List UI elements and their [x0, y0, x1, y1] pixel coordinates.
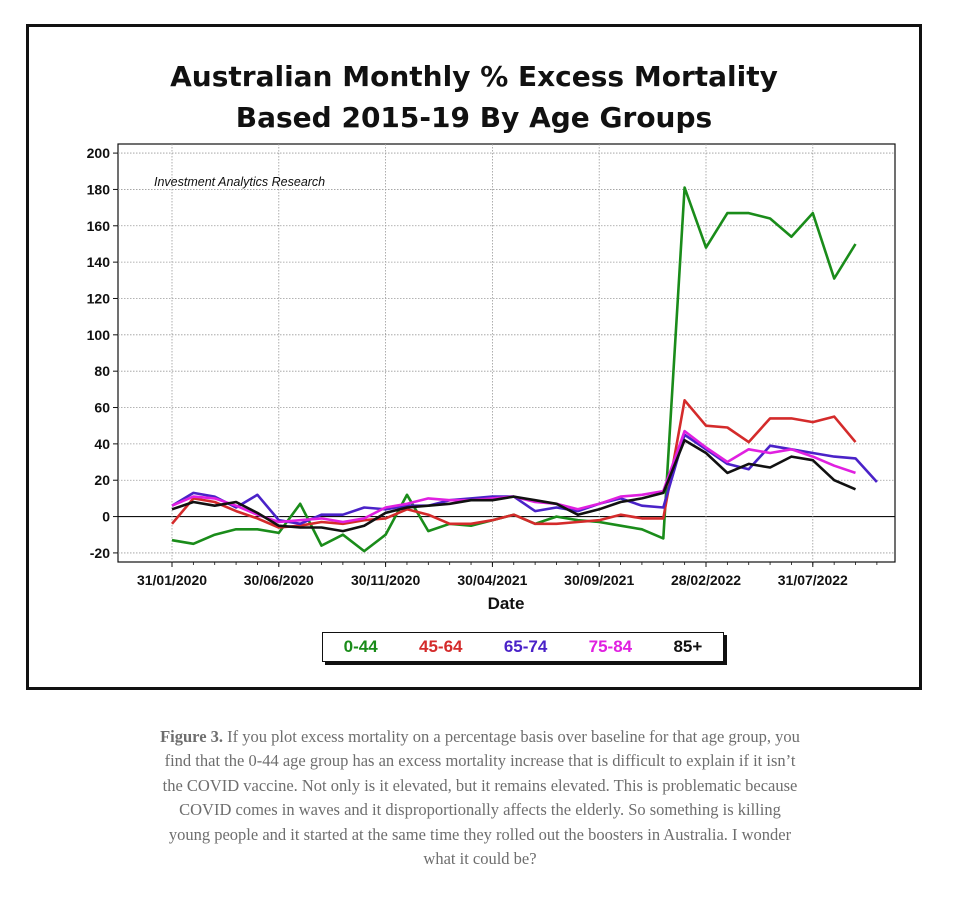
series-line-85+ [171, 438, 857, 533]
watermark-label: Investment Analytics Research [154, 175, 325, 189]
legend-entry-0-44: 0-44 [343, 637, 378, 656]
y-tick-label: 0 [102, 509, 110, 525]
y-tick-label: 40 [94, 436, 110, 452]
x-tick-label: 30/11/2020 [351, 572, 421, 588]
legend-entry-45-64: 45-64 [419, 637, 463, 656]
legend-entry-65-74: 65-74 [503, 637, 548, 656]
y-tick-label: 100 [87, 327, 111, 343]
figure-caption-label: Figure 3. [160, 726, 224, 746]
chart-title-line-2: Based 2015-19 By Age Groups [235, 101, 713, 134]
plot-area [117, 143, 896, 563]
figure-caption-text: If you plot excess mortality on a percen… [162, 726, 800, 869]
y-tick-label: -20 [90, 545, 110, 561]
y-tick-label: 200 [87, 145, 111, 161]
x-axis-label: Date [488, 594, 525, 613]
x-tick-label: 30/04/2021 [457, 572, 527, 588]
x-tick-label: 31/01/2020 [137, 572, 207, 588]
y-tick-label: 20 [94, 472, 110, 488]
chart-title: Australian Monthly % Excess Mortality Ba… [26, 56, 922, 138]
legend-entry-75-84: 75-84 [588, 637, 633, 656]
y-tick-label: 60 [94, 400, 110, 416]
y-tick-label: 160 [87, 218, 111, 234]
chart-title-line-1: Australian Monthly % Excess Mortality [170, 60, 778, 93]
x-tick-label: 31/07/2022 [778, 572, 848, 588]
y-tick-label: 180 [87, 181, 111, 197]
figure-caption: Figure 3. If you plot excess mortality o… [160, 725, 800, 872]
y-tick-label: 120 [87, 290, 111, 306]
x-tick-label: 28/02/2022 [671, 572, 741, 588]
x-tick-label: 30/06/2020 [244, 572, 314, 588]
y-tick-label: 140 [87, 254, 111, 270]
chart-legend: 0-44 45-64 65-74 75-84 85+ [322, 632, 724, 662]
y-tick-label: 80 [94, 363, 110, 379]
legend-entry-85+: 85+ [673, 637, 703, 656]
x-tick-label: 30/09/2021 [564, 572, 634, 588]
